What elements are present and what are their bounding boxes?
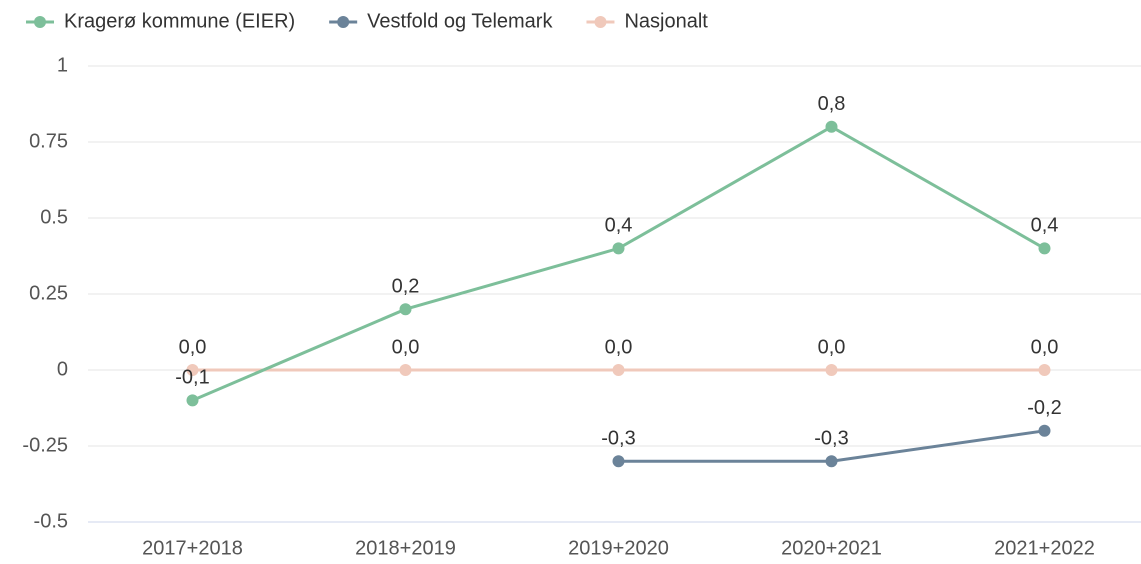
data-label: 0,0 (818, 336, 846, 358)
data-label: 0,0 (605, 336, 633, 358)
data-label: -0,2 (1027, 397, 1061, 419)
data-point (825, 455, 838, 468)
data-label: 0,0 (1031, 336, 1059, 358)
data-label: 0,4 (605, 215, 633, 237)
data-label: 0,0 (392, 336, 420, 358)
x-tick-label: 2020+2021 (781, 537, 882, 559)
legend-symbol (337, 16, 350, 28)
data-point (1038, 242, 1051, 255)
data-point (399, 303, 412, 316)
y-tick-label: 0 (57, 358, 68, 380)
x-tick-label: 2018+2019 (355, 537, 456, 559)
legend-item: Vestfold og Telemark (329, 10, 553, 32)
x-tick-label: 2017+2018 (142, 537, 243, 559)
y-tick-label: 0.25 (29, 282, 68, 304)
data-label: -0,3 (814, 427, 848, 449)
y-tick-label: 0.75 (29, 130, 68, 152)
data-label: 0,8 (818, 93, 846, 115)
series-line (191, 125, 1046, 402)
data-point (612, 364, 625, 376)
data-point (186, 394, 199, 407)
data-point (1038, 424, 1051, 437)
legend-item: Nasjonalt (586, 10, 708, 32)
data-point (399, 364, 412, 376)
y-tick-label: -0.5 (34, 510, 68, 532)
data-label: 0,4 (1031, 215, 1059, 237)
data-label: 0,2 (392, 275, 420, 297)
legend-label: Vestfold og Telemark (367, 10, 553, 32)
data-point (612, 455, 625, 468)
data-label: 0,0 (179, 336, 207, 358)
data-point (186, 364, 199, 376)
data-point (1038, 364, 1051, 376)
data-label: -0,1 (175, 367, 209, 389)
y-tick-label: 1 (57, 54, 68, 76)
x-tick-label: 2021+2022 (994, 537, 1095, 559)
data-point (612, 242, 625, 255)
y-tick-label: -0.25 (22, 434, 68, 456)
y-tick-label: 0.5 (40, 206, 68, 228)
x-tick-label: 2019+2020 (568, 537, 669, 559)
data-label: -0,3 (601, 427, 635, 449)
data-point (825, 364, 838, 376)
legend-label: Nasjonalt (624, 10, 708, 32)
legend-label: Kragerø kommune (EIER) (64, 10, 295, 32)
legend-symbol (34, 16, 46, 28)
legend-symbol (594, 16, 607, 28)
data-point (825, 120, 838, 133)
legend-item: Kragerø kommune (EIER) (26, 10, 295, 32)
